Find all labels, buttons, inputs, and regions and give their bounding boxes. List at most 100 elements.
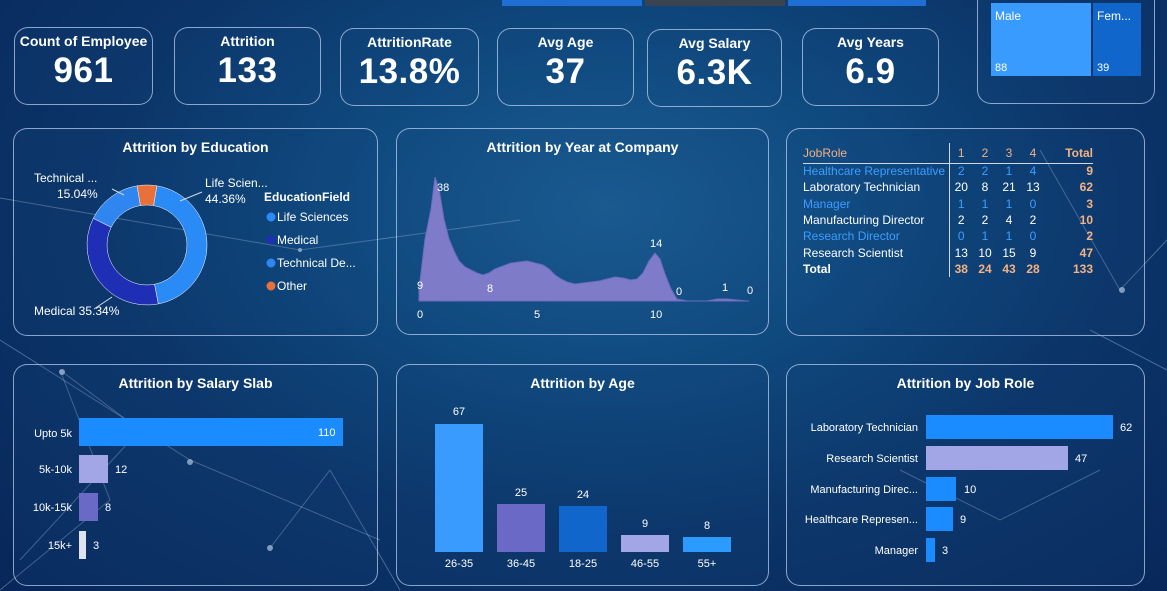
treemap-female[interactable]: Fem... 39 xyxy=(1093,3,1141,76)
donut-slice-other[interactable] xyxy=(136,184,158,206)
jobrole-bar-lab-tech[interactable] xyxy=(926,415,1113,439)
matrix-row[interactable]: Research Director 0 1 1 0 2 xyxy=(803,228,1093,245)
slicer-tab-1[interactable] xyxy=(502,0,642,6)
matrix-row[interactable]: Healthcare Representative 2 2 1 4 9 xyxy=(803,163,1093,180)
salary-bar-15k-plus[interactable] xyxy=(79,531,86,559)
matrix-header-jobrole: JobRole xyxy=(803,145,848,160)
matrix-role[interactable]: Healthcare Representative xyxy=(803,164,946,179)
attrition-by-age-card: Attrition by Age 67 25 24 9 8 26-35 36-4… xyxy=(396,364,769,586)
matrix-role[interactable]: Manager xyxy=(803,196,851,211)
matrix-header-2: 2 xyxy=(981,145,989,160)
treemap-male[interactable]: Male 88 xyxy=(991,3,1091,76)
age-bar-26-35[interactable] xyxy=(435,424,483,552)
kpi-avg-years: Avg Years 6.9 xyxy=(802,28,939,106)
matrix-role[interactable]: Laboratory Technician xyxy=(803,180,921,195)
legend-dot-life-sciences xyxy=(266,212,276,222)
area-label-0a: 0 xyxy=(676,286,682,298)
salary-bar-value: 110 xyxy=(318,427,336,439)
jobrole-bar-manufacturing-director[interactable] xyxy=(926,477,956,501)
age-bar-value: 67 xyxy=(453,406,465,418)
education-donut-chart: Life Scien... 44.36% Technical ... 15.04… xyxy=(34,171,356,318)
kpi-count-of-employee: Count of Employee 961 xyxy=(14,27,153,105)
area-label-38: 38 xyxy=(437,182,449,194)
card-title: Attrition by Year at Company xyxy=(486,139,679,155)
jobrole-bar-chart: Laboratory Technician Research Scientist… xyxy=(805,415,1132,562)
card-title: Attrition by Job Role xyxy=(896,375,1035,391)
slicer-tab-3[interactable] xyxy=(788,0,926,6)
x-tick-5: 5 xyxy=(534,309,540,321)
card-title: Attrition by Salary Slab xyxy=(118,375,273,391)
matrix-cell: 2 xyxy=(981,213,989,228)
age-bar-value: 8 xyxy=(704,520,710,532)
salary-bar-upto-5k[interactable] xyxy=(79,418,343,446)
matrix-cell: 13 xyxy=(1026,180,1040,195)
jobrole-bar-value: 47 xyxy=(1075,453,1087,465)
matrix-cell: 2 xyxy=(1029,213,1037,228)
treemap-female-value: 39 xyxy=(1097,62,1110,74)
education-legend: Life Sciences Medical Technical De... Ot… xyxy=(266,210,356,293)
matrix-row[interactable]: Manufacturing Director 2 2 4 2 10 xyxy=(803,211,1093,229)
legend-item-technical[interactable]: Technical De... xyxy=(277,256,356,270)
kpi-avg-salary: Avg Salary 6.3K xyxy=(647,29,782,107)
matrix-cell: 1 xyxy=(981,196,989,211)
matrix-row[interactable]: Research Scientist 13 10 15 9 47 xyxy=(803,244,1093,261)
matrix-cell: 10 xyxy=(978,245,992,260)
salary-bar-value: 8 xyxy=(105,502,111,514)
attrition-by-salary-card: Attrition by Salary Slab Upto 5k 5k-10k … xyxy=(13,364,378,586)
education-label-technical-pct: 15.04% xyxy=(57,187,98,201)
legend-title: EducationField xyxy=(264,190,350,204)
matrix-cell: 1 xyxy=(981,229,989,244)
jobrole-bar-healthcare-rep[interactable] xyxy=(926,507,953,531)
matrix-row[interactable]: Manager 1 1 1 0 3 xyxy=(803,195,1093,212)
donut-slice-life-sciences[interactable] xyxy=(153,185,208,305)
legend-item-life-sciences[interactable]: Life Sciences xyxy=(277,210,348,224)
slicer-tab-2[interactable] xyxy=(645,0,785,6)
age-bar-55-plus[interactable] xyxy=(683,537,731,552)
matrix-total-cell: 38 xyxy=(948,260,973,278)
kpi-value: 961 xyxy=(53,51,114,90)
area-label-14: 14 xyxy=(650,238,662,250)
legend-item-other[interactable]: Other xyxy=(277,279,307,293)
matrix-total-cell: 24 xyxy=(978,261,992,276)
salary-cat-label: 10k-15k xyxy=(33,502,73,514)
age-bar-18-25[interactable] xyxy=(559,506,607,552)
matrix-cell: 8 xyxy=(981,180,989,195)
jobrole-bar-value: 62 xyxy=(1120,422,1132,434)
matrix-row-total: 47 xyxy=(1079,245,1093,260)
x-tick-10: 10 xyxy=(650,309,662,321)
matrix-cell: 1 xyxy=(1005,229,1013,244)
matrix-row[interactable]: Laboratory Technician 20 8 21 13 62 xyxy=(803,179,1093,196)
kpi-label: Count of Employee xyxy=(19,33,148,49)
matrix-role[interactable]: Research Director xyxy=(803,229,900,244)
age-cat-label: 18-25 xyxy=(569,558,597,570)
matrix-role[interactable]: Research Scientist xyxy=(803,245,904,260)
salary-bar-value: 3 xyxy=(93,540,99,552)
salary-bar-5k-10k[interactable] xyxy=(79,455,108,483)
donut-slice-technical[interactable] xyxy=(92,185,141,228)
matrix-cell: 2 xyxy=(981,164,989,179)
jobrole-matrix-card: JobRole 1 2 3 4 Total Healthcare Represe… xyxy=(786,128,1145,336)
treemap-female-label: Fem... xyxy=(1097,9,1132,23)
matrix-role[interactable]: Manufacturing Director xyxy=(803,213,925,228)
education-label-medical: Medical 35.34% xyxy=(34,304,120,318)
matrix-cell: 9 xyxy=(1029,245,1037,260)
matrix-cell: 4 xyxy=(1029,164,1037,179)
matrix-row-total: 3 xyxy=(1086,196,1093,211)
salary-bar-value: 12 xyxy=(115,464,127,476)
age-bar-46-55[interactable] xyxy=(621,535,669,552)
age-bar-36-45[interactable] xyxy=(497,504,545,552)
matrix-cell: 13 xyxy=(948,244,973,261)
legend-item-medical[interactable]: Medical xyxy=(277,233,318,247)
area-series[interactable] xyxy=(418,176,749,302)
salary-bar-10k-15k[interactable] xyxy=(79,493,98,521)
matrix-cell: 2 xyxy=(948,163,973,180)
jobrole-bar-manager[interactable] xyxy=(926,538,935,562)
matrix-cell: 15 xyxy=(1002,245,1016,260)
treemap-male-value: 88 xyxy=(995,62,1008,74)
donut-slice-medical[interactable] xyxy=(86,217,159,306)
gender-treemap: Male 88 Fem... 39 xyxy=(977,0,1155,104)
matrix-cell: 0 xyxy=(1029,196,1037,211)
jobrole-bar-research-scientist[interactable] xyxy=(926,446,1068,470)
kpi-label: Avg Age xyxy=(537,34,594,50)
age-cat-label: 36-45 xyxy=(507,558,535,570)
